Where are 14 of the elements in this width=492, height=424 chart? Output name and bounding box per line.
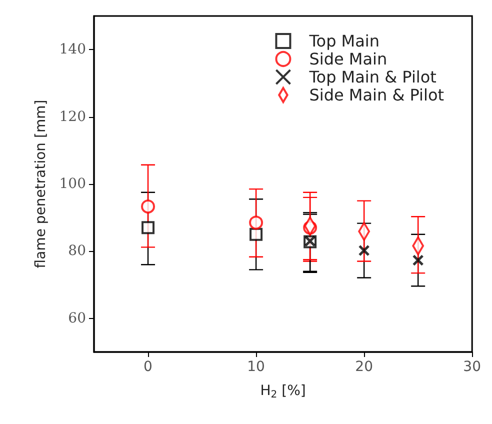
y-tick-label: 140 — [59, 42, 86, 58]
y-tick-label: 80 — [68, 243, 86, 260]
x-tick-label: 10 — [247, 359, 265, 375]
legend-label: Top Main & Pilot — [308, 68, 436, 86]
y-axis-title: flame penetration [mm] — [33, 100, 49, 268]
legend-label: Side Main & Pilot — [309, 86, 444, 104]
legend-label: Side Main — [309, 50, 388, 68]
legend-label: Top Main — [308, 32, 380, 50]
x-tick-label: 20 — [355, 359, 373, 375]
x-tick-label: 0 — [144, 359, 152, 375]
x-tick-label: 30 — [463, 359, 482, 375]
y-tick-label: 60 — [68, 310, 86, 326]
y-tick-label: 120 — [59, 108, 86, 125]
y-tick-label: 100 — [59, 176, 86, 192]
